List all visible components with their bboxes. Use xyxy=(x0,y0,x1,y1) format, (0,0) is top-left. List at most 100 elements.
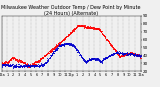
Point xyxy=(121,56,123,57)
Point xyxy=(75,27,77,29)
Point xyxy=(129,54,132,55)
Point xyxy=(14,59,17,60)
Point xyxy=(41,65,43,66)
Point xyxy=(76,50,78,51)
Point xyxy=(46,54,49,55)
Point xyxy=(50,55,53,56)
Point xyxy=(36,60,39,62)
Point xyxy=(123,53,126,55)
Point xyxy=(79,53,81,54)
Point xyxy=(86,27,89,28)
Point xyxy=(53,47,56,48)
Point xyxy=(22,65,24,67)
Point xyxy=(96,28,99,30)
Point xyxy=(112,53,115,54)
Point xyxy=(106,57,109,58)
Point xyxy=(35,65,38,67)
Point xyxy=(139,56,142,57)
Point xyxy=(130,53,133,54)
Point xyxy=(50,54,53,56)
Point xyxy=(15,58,17,60)
Point xyxy=(32,63,34,64)
Point xyxy=(75,49,78,50)
Point xyxy=(32,63,35,64)
Point xyxy=(56,48,58,49)
Point xyxy=(72,44,74,45)
Point xyxy=(44,62,46,64)
Point xyxy=(66,42,68,44)
Point xyxy=(61,40,63,41)
Point xyxy=(103,59,106,60)
Point xyxy=(133,54,135,56)
Point xyxy=(4,63,7,65)
Point xyxy=(3,64,6,66)
Point xyxy=(125,52,128,54)
Point xyxy=(75,27,78,29)
Point xyxy=(20,61,23,62)
Point xyxy=(134,54,136,55)
Point xyxy=(48,58,50,59)
Point xyxy=(109,55,111,56)
Point xyxy=(121,53,123,54)
Point xyxy=(86,60,89,61)
Point xyxy=(95,58,97,60)
Point xyxy=(19,64,21,65)
Point xyxy=(133,55,136,56)
Point xyxy=(17,61,19,63)
Point xyxy=(31,63,34,65)
Point xyxy=(89,58,92,59)
Point xyxy=(136,54,139,56)
Point xyxy=(88,27,91,28)
Point xyxy=(65,37,68,38)
Point xyxy=(112,47,114,49)
Point xyxy=(93,27,95,29)
Point xyxy=(96,58,98,59)
Point xyxy=(34,62,36,63)
Point xyxy=(23,65,26,67)
Point xyxy=(76,49,79,51)
Point xyxy=(78,25,81,26)
Point xyxy=(105,39,108,40)
Point xyxy=(128,53,130,54)
Point xyxy=(32,64,34,66)
Point xyxy=(29,67,32,68)
Point xyxy=(20,61,22,63)
Point xyxy=(99,29,101,30)
Point xyxy=(131,53,134,55)
Point xyxy=(3,65,6,67)
Point xyxy=(112,53,115,54)
Point xyxy=(18,59,21,61)
Point xyxy=(107,56,110,57)
Point xyxy=(26,65,28,66)
Point xyxy=(97,28,99,29)
Point xyxy=(99,61,102,62)
Point xyxy=(128,53,131,54)
Point xyxy=(138,56,141,57)
Point xyxy=(32,63,35,65)
Point xyxy=(98,59,101,60)
Point xyxy=(119,56,121,58)
Point xyxy=(36,65,39,67)
Point xyxy=(27,64,29,65)
Point xyxy=(41,58,43,59)
Point xyxy=(59,44,61,46)
Point xyxy=(54,46,56,48)
Point xyxy=(86,27,89,28)
Point xyxy=(105,57,107,58)
Point xyxy=(96,28,98,29)
Point xyxy=(66,35,68,37)
Point xyxy=(11,58,14,59)
Point xyxy=(0,62,3,63)
Point xyxy=(77,25,80,26)
Point xyxy=(1,62,4,63)
Point xyxy=(139,57,141,58)
Point xyxy=(39,65,41,66)
Point xyxy=(69,44,72,45)
Point xyxy=(12,58,14,59)
Point xyxy=(22,62,25,63)
Point xyxy=(119,51,121,53)
Point xyxy=(22,62,24,64)
Point xyxy=(116,52,118,54)
Point xyxy=(17,65,20,67)
Point xyxy=(93,27,95,28)
